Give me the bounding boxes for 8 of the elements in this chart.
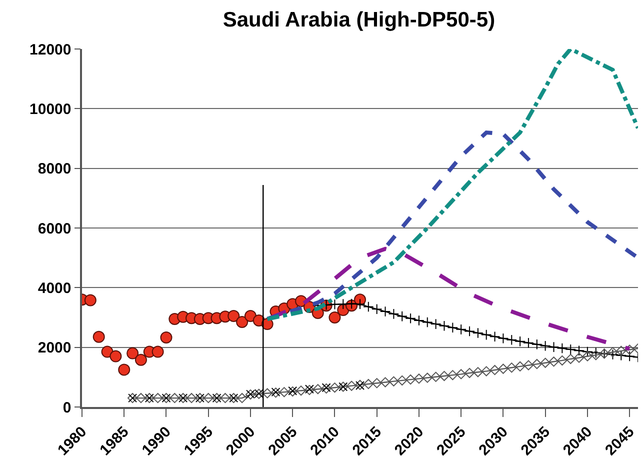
y-tick-label: 0 [62,399,72,416]
y-tick-label: 8000 [38,160,72,178]
y-tick-label: 6000 [38,220,72,238]
y-tick-label: 12000 [30,41,72,58]
y-tick-label: 10000 [30,100,72,118]
chart-title: Saudi Arabia (High-DP50-5) [222,8,496,32]
y-tick-label: 4000 [38,280,72,297]
y-tick-label: 2000 [38,340,72,357]
